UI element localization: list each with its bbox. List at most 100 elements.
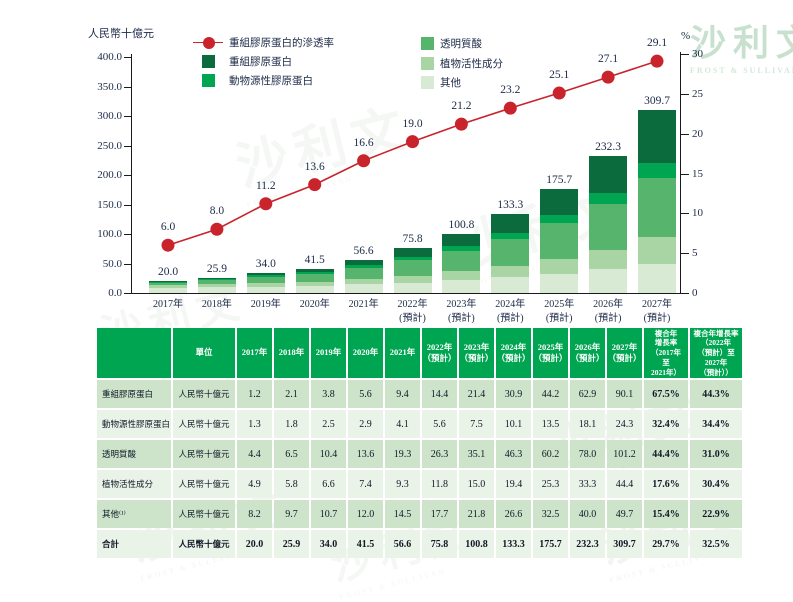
table-header-year: 2020年 — [348, 328, 383, 378]
penetration-rate-line — [161, 54, 664, 252]
legend-item-3: 動物源性膠原蛋白 — [193, 73, 313, 88]
bar-segment-透明質酸 — [638, 177, 676, 238]
legend-line-dot — [203, 36, 215, 49]
bar-segment-重組膠原蛋白 — [589, 155, 628, 194]
row-value-cell: 10.4 — [311, 440, 346, 468]
bar-segment-其他 — [344, 284, 383, 293]
legend-label: 其他 — [440, 78, 461, 89]
table-header-year: 2019年 — [311, 328, 346, 378]
legend-box-swatch — [201, 55, 215, 68]
row-value-cell: 19.3 — [385, 440, 420, 468]
bar-segment-其他 — [149, 288, 187, 293]
bar-segment-其他 — [197, 287, 236, 293]
x-axis-category-label: 2017年 — [153, 299, 183, 310]
table-header-cagr-2022-2027: 複合年增長率 （2022年 （預計）至 2027年 （預計）） — [690, 328, 742, 378]
bar-segment-透明質酸 — [149, 282, 187, 286]
bar-total-label: 20.0 — [157, 266, 179, 279]
bar-segment-重組膠原蛋白 — [246, 272, 285, 276]
table-row-total: 合計 人民幣十億元 20.0 25.9 34.0 41.5 56.6 75.8 100.8 133… — [97, 530, 742, 558]
table-header-year: 2025年 （預計） — [533, 328, 568, 378]
bar-total-label: 75.8 — [402, 233, 423, 246]
right-axis-tick — [681, 213, 689, 215]
left-axis-tick — [124, 234, 131, 235]
left-axis-tick-label: 0.0 — [108, 287, 122, 299]
legend-item-6: 其他 — [420, 75, 461, 90]
row-value-cell: 9.3 — [385, 470, 420, 498]
right-axis-tick-label: 30 — [692, 48, 703, 60]
bar-segment-重組膠原蛋白 — [393, 248, 432, 257]
line-path — [167, 60, 658, 246]
table-header-year: 2022年 （預計） — [422, 328, 457, 378]
right-axis-tick — [681, 293, 689, 294]
row-unit-cell: 人民幣十億元 — [173, 440, 235, 468]
right-axis-tick — [681, 93, 689, 95]
bar-total-label: 100.8 — [448, 218, 475, 231]
row-value-cell: 4.9 — [237, 470, 272, 498]
row-value-cell: 32.5 — [533, 500, 568, 528]
row-cagr2-cell: 34.4% — [690, 410, 742, 438]
left-axis-tick-label: 150.0 — [97, 198, 122, 211]
line-point-label: 6.0 — [160, 221, 176, 234]
bar-segment-重組膠原蛋白 — [540, 189, 579, 216]
bar-segment-重組膠原蛋白 — [442, 233, 481, 247]
bar-segment-透明質酸 — [589, 203, 628, 250]
row-value-cell: 10.7 — [311, 500, 346, 528]
legend-label: 重組膠原蛋白 — [229, 57, 292, 68]
watermark-subtext: FROST & SULLIVAN — [338, 566, 447, 602]
table-head: 單位 2017年 2018年 2019年 2020年 2021年 2022年 （預計） 202… — [97, 328, 742, 378]
row-cagr2-cell: 32.5% — [690, 530, 742, 558]
left-axis-tick-label: 100.0 — [97, 228, 122, 240]
x-axis-category-label: 2026年 (預計) — [593, 299, 624, 324]
row-unit-cell: 人民幣十億元 — [173, 500, 235, 528]
legend-label: 重組膠原蛋白的滲透率 — [229, 38, 334, 49]
table-body: 重組膠原蛋白 人民幣十億元 1.2 2.1 3.8 5.6 9.4 14.4 21.4 30.9 4… — [97, 380, 742, 558]
market-data-table-wrap: 單位 2017年 2018年 2019年 2020年 2021年 2022年 （預計） 202… — [95, 326, 744, 560]
line-point-label: 16.6 — [353, 136, 374, 149]
line-point — [357, 154, 371, 168]
left-axis-tick — [124, 116, 131, 117]
row-value-cell: 2.9 — [348, 410, 383, 438]
row-value-cell: 34.0 — [311, 530, 346, 558]
right-axis-tick — [681, 173, 689, 175]
bar-segment-透明質酸 — [540, 223, 579, 259]
legend-swatch-area — [420, 36, 434, 51]
right-axis-tick-label: 20 — [692, 127, 703, 140]
line-point-label: 13.6 — [304, 160, 325, 173]
line-point-label: 23.2 — [500, 84, 521, 97]
bar-segment-透明質酸 — [393, 260, 432, 276]
x-axis-category-label: 2024年 (預計) — [495, 299, 526, 324]
x-axis-category-label: 2019年 — [250, 299, 281, 310]
row-cagr2-cell: 30.4% — [690, 470, 742, 498]
bar-total-label: 309.7 — [644, 95, 670, 108]
row-value-cell: 30.9 — [496, 380, 531, 408]
row-value-cell: 49.7 — [607, 500, 642, 528]
left-axis-tick — [124, 293, 131, 294]
bar-segment-透明質酸 — [344, 267, 383, 279]
legend-box-swatch — [420, 37, 434, 50]
bar-segment-植物活性成分 — [638, 237, 676, 264]
left-axis-tick-label: 50.0 — [102, 257, 122, 270]
row-value-cell: 6.5 — [274, 440, 309, 468]
right-axis-tick-label: 25 — [692, 87, 703, 100]
bar-segment-透明質酸 — [246, 276, 285, 283]
line-point — [552, 86, 566, 100]
table-header-year: 2026年 （預計） — [570, 328, 605, 378]
line-point-label: 21.2 — [451, 100, 472, 113]
row-label-cell: 合計 — [97, 530, 171, 558]
row-value-cell: 7.4 — [348, 470, 383, 498]
row-value-cell: 5.6 — [422, 410, 457, 438]
x-axis-category-label: 2023年 (預計) — [446, 299, 477, 324]
bar-segment-動物源性膠原蛋白 — [540, 215, 579, 224]
bar-segment-其他 — [491, 277, 530, 293]
left-axis-tick-label: 300.0 — [97, 110, 122, 122]
bar-segment-重組膠原蛋白 — [491, 214, 530, 233]
right-axis-tick — [681, 54, 689, 55]
right-axis-tick — [681, 133, 689, 135]
table-header-year: 2027年 （預計） — [607, 328, 642, 378]
table-header-year: 2021年 — [385, 328, 420, 378]
row-cagr2-cell: 22.9% — [690, 500, 742, 528]
line-point — [503, 101, 517, 115]
bar-segment-動物源性膠原蛋白 — [638, 163, 676, 178]
row-unit-cell: 人民幣十億元 — [173, 380, 235, 408]
row-value-cell: 18.1 — [570, 410, 605, 438]
